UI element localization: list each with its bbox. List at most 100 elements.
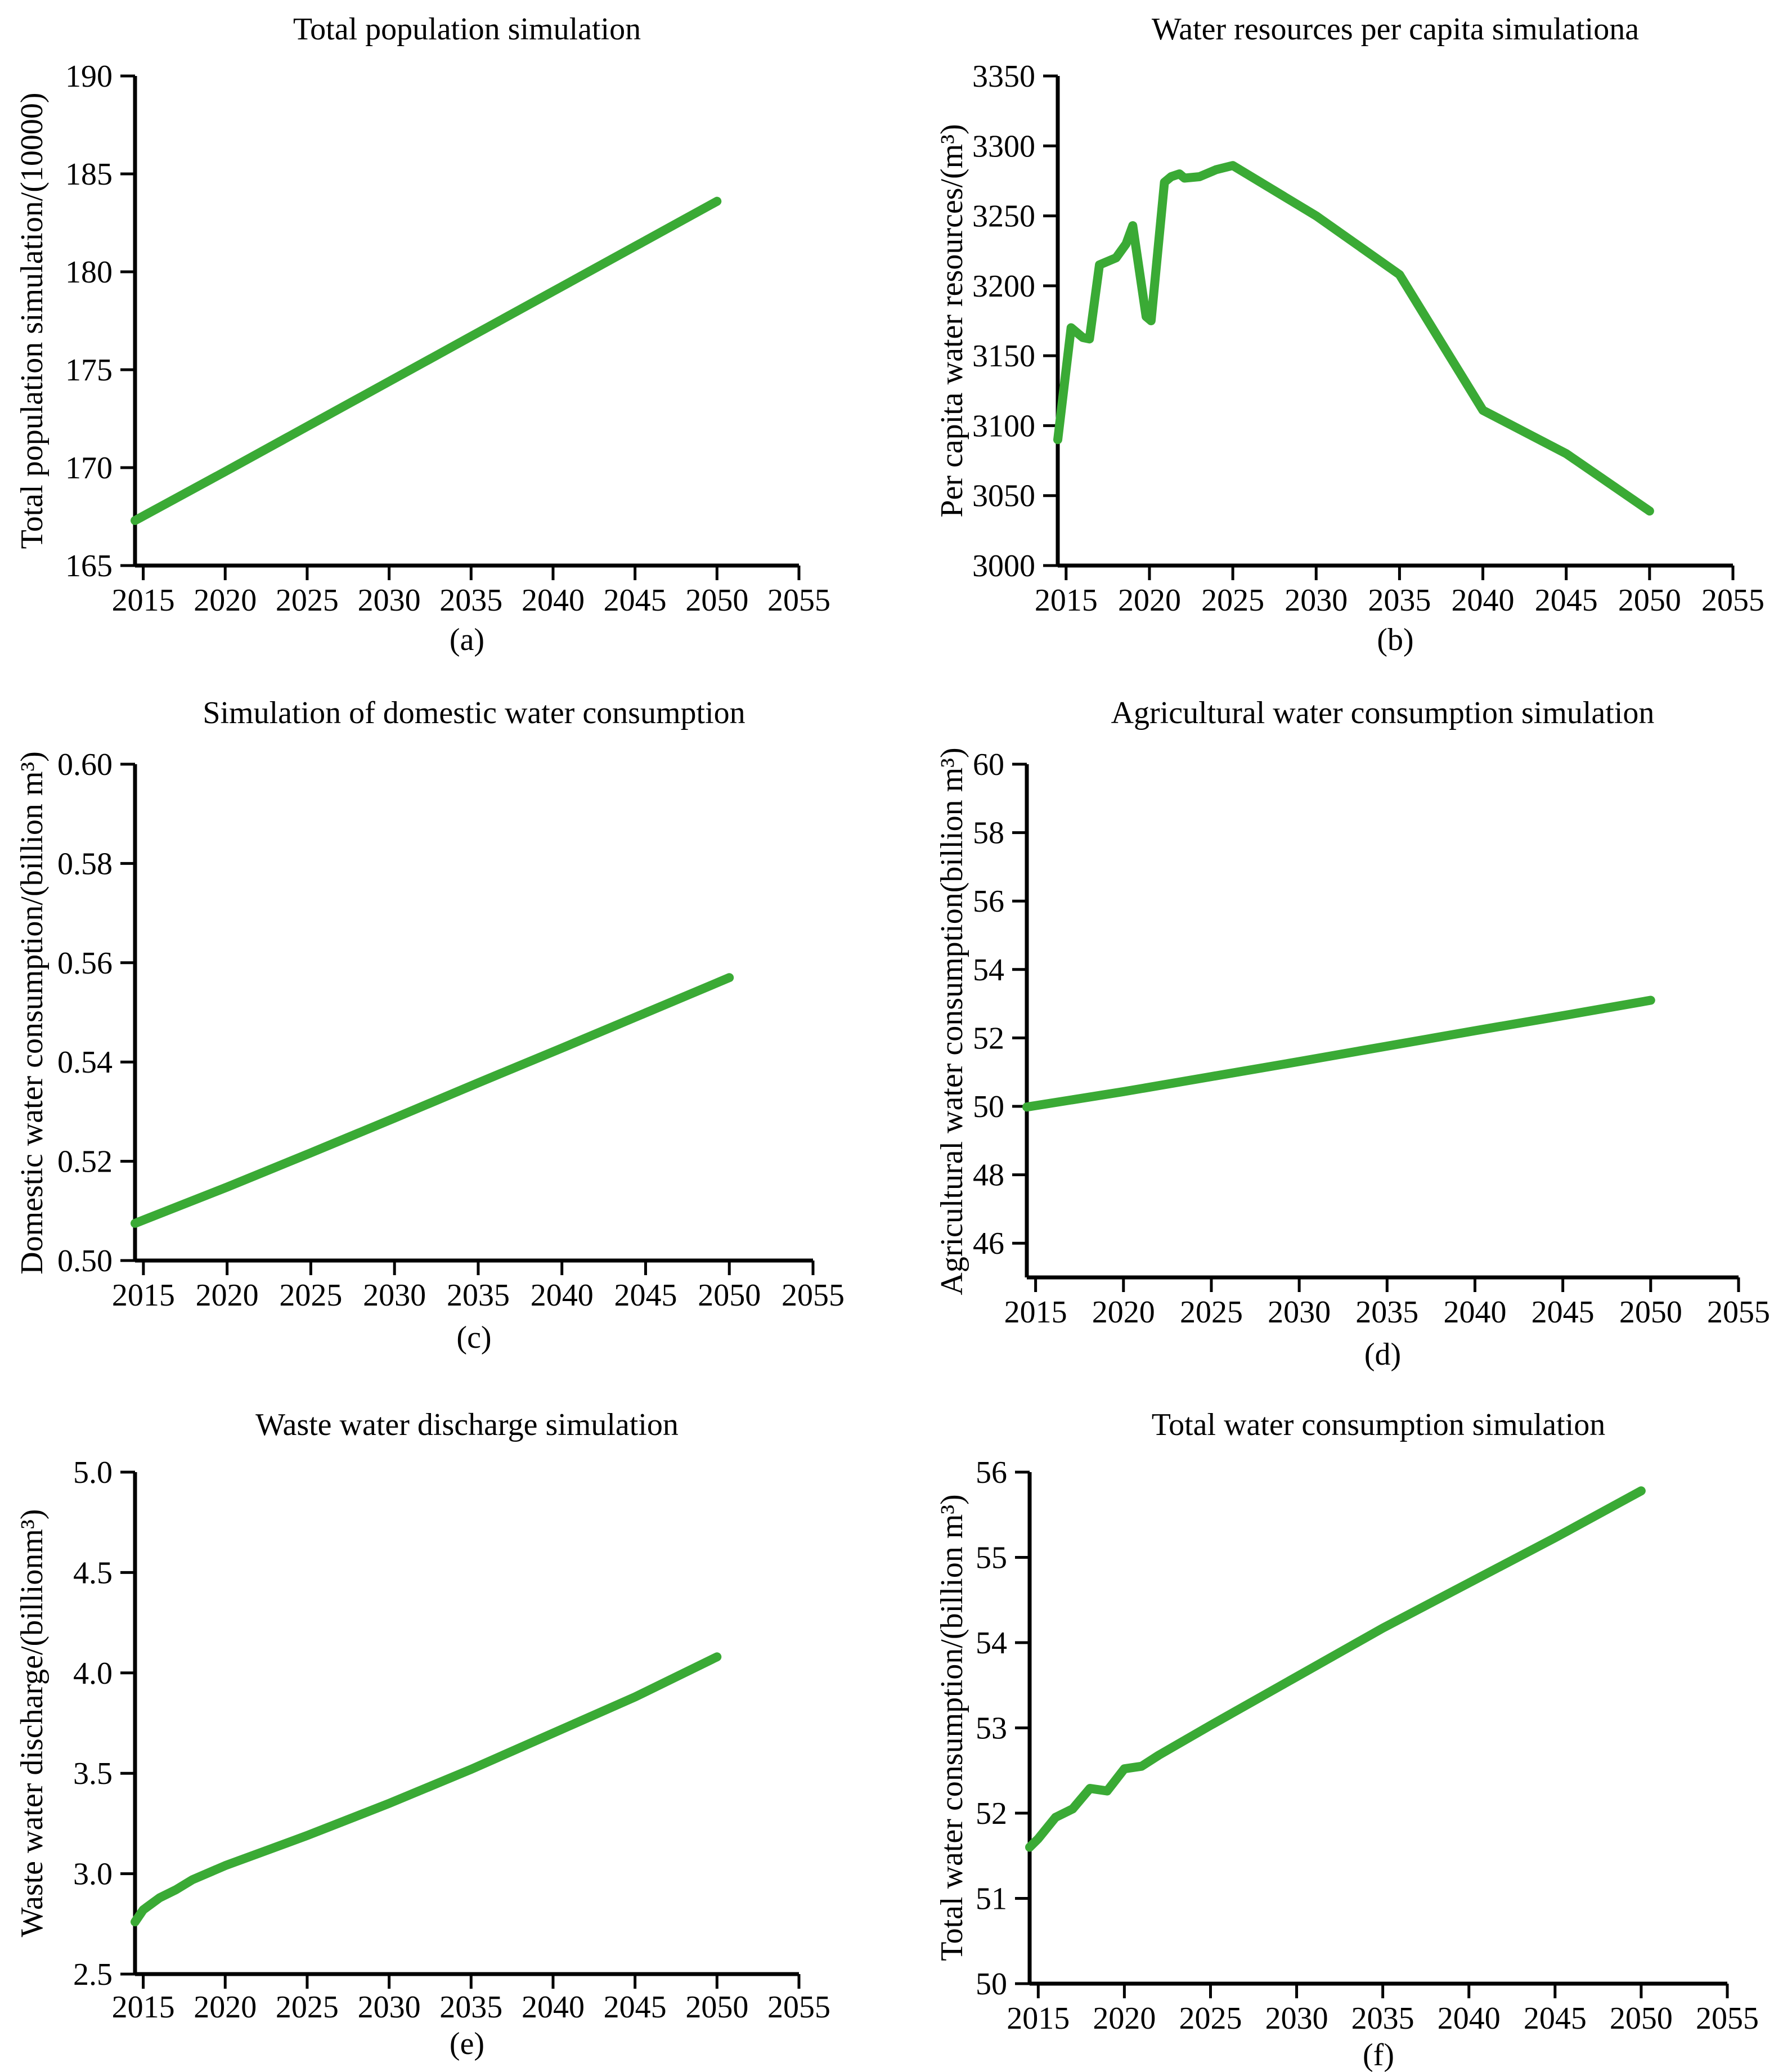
x-tick-label: 2015 [112,1990,175,2025]
y-tick-label: 190 [65,59,113,94]
x-tick-label: 2035 [1355,1295,1418,1330]
y-tick-label: 185 [65,157,113,192]
y-tick-label: 3.5 [73,1756,113,1791]
chart-title: Waste water discharge simulation [255,1407,679,1442]
series-line [1022,995,1655,1112]
x-tick-label: 2025 [1179,2001,1242,2036]
y-tick-label: 0.60 [57,747,113,782]
y-tick-label: 51 [976,1882,1007,1917]
y-tick-label: 0.50 [57,1244,113,1279]
y-tick-label: 5.0 [73,1455,113,1490]
x-tick-label: 2045 [604,1990,667,2025]
x-tick-label: 2040 [522,583,585,618]
y-axis-label: Agricultural water consumption(billion m… [935,747,969,1295]
x-tick-label: 2055 [1696,2001,1759,2036]
x-tick-label: 2055 [1701,583,1764,618]
chart-panel-b: Water resources per capita simulationa 20… [935,12,1764,657]
x-tick-label: 2055 [767,583,830,618]
x-tick-label: 2015 [1004,1295,1067,1330]
x-tick-label: 2050 [1619,1295,1682,1330]
y-tick-label: 4.0 [73,1656,113,1691]
panel-label: (b) [1377,622,1413,657]
y-tick-label: 170 [65,451,113,486]
x-tick-label: 2050 [1618,583,1681,618]
x-tick-label: 2015 [112,1278,175,1313]
y-tick-label: 3150 [972,339,1035,374]
y-tick-label: 58 [973,816,1004,851]
y-tick-label: 2.5 [73,1957,113,1992]
x-tick-label: 2020 [1093,2001,1156,2036]
y-tick-label: 0.56 [57,946,113,981]
x-tick-label: 2050 [1610,2001,1673,2036]
x-tick-label: 2055 [767,1990,830,2025]
y-tick-label: 3100 [972,409,1035,443]
y-tick-label: 54 [976,1626,1007,1661]
x-tick-label: 2045 [1535,583,1598,618]
y-tick-label: 3200 [972,269,1035,304]
chart-title: Water resources per capita simulationa [1152,12,1639,47]
x-tick-label: 2015 [112,583,175,618]
series-line [1053,161,1654,516]
y-tick-label: 180 [65,255,113,290]
chart-panel-c: Simulation of domestic water consumption… [15,696,845,1355]
chart-title: Simulation of domestic water consumption [203,696,745,730]
x-tick-label: 2025 [279,1278,342,1313]
y-axis-label: Waste water discharge/(billionm³) [15,1509,50,1938]
y-tick-label: 52 [973,1021,1004,1056]
x-tick-label: 2055 [1707,1295,1770,1330]
y-axis-label: Total population simulation/(10000) [15,92,50,549]
y-tick-label: 48 [973,1158,1004,1193]
panel-label: (f) [1363,2038,1394,2072]
x-tick-label: 2020 [194,583,257,618]
x-tick-label: 2025 [1180,1295,1243,1330]
x-tick-label: 2050 [698,1278,761,1313]
y-tick-label: 0.54 [57,1045,113,1080]
x-tick-label: 2015 [1007,2001,1070,2036]
y-tick-label: 0.52 [57,1145,113,1179]
x-tick-label: 2050 [685,1990,748,2025]
series-line [131,196,722,525]
x-tick-label: 2045 [1532,1295,1595,1330]
chart-title: Total population simulation [293,12,641,47]
panel-label: (e) [450,2026,484,2061]
y-tick-label: 53 [976,1711,1007,1746]
x-tick-label: 2035 [439,1990,502,2025]
y-tick-label: 55 [976,1541,1007,1576]
x-tick-label: 2035 [1368,583,1431,618]
chart-panel-d: Agricultural water consumption simulatio… [935,696,1770,1372]
series-line [1025,1486,1646,1852]
x-tick-label: 2050 [685,583,748,618]
y-tick-label: 165 [65,549,113,584]
x-tick-label: 2025 [276,1990,339,2025]
x-tick-label: 2025 [276,583,339,618]
y-tick-label: 50 [973,1089,1004,1124]
chart-panel-f: Total water consumption simulation 2015 20… [935,1407,1759,2072]
y-tick-label: 46 [973,1226,1004,1261]
y-tick-label: 56 [976,1455,1007,1490]
panel-label: (c) [456,1320,491,1355]
y-tick-label: 60 [973,747,1004,782]
x-tick-label: 2030 [1265,2001,1328,2036]
x-tick-label: 2020 [194,1990,257,2025]
y-tick-label: 175 [65,353,113,388]
y-tick-label: 4.5 [73,1555,113,1590]
y-tick-label: 50 [976,1967,1007,2002]
y-tick-label: 3.0 [73,1857,113,1892]
x-tick-label: 2040 [1443,1295,1506,1330]
panel-label: (d) [1364,1337,1401,1372]
chart-panel-e: Waste water discharge simulation 2015 2020… [15,1407,830,2061]
y-tick-label: 54 [973,953,1004,988]
x-tick-label: 2040 [1438,2001,1501,2036]
chart-title: Agricultural water consumption simulatio… [1111,696,1655,730]
y-tick-label: 3000 [972,549,1035,584]
x-tick-label: 2040 [522,1990,585,2025]
y-axis-label: Total water consumption/(billion m³) [935,1494,969,1961]
y-tick-label: 3300 [972,129,1035,164]
x-tick-label: 2030 [1268,1295,1331,1330]
y-axis-label: Domestic water consumption/(billion m³) [15,751,50,1275]
x-tick-label: 2045 [604,583,667,618]
x-tick-label: 2030 [363,1278,426,1313]
x-tick-label: 2020 [1092,1295,1155,1330]
x-tick-label: 2030 [358,1990,421,2025]
